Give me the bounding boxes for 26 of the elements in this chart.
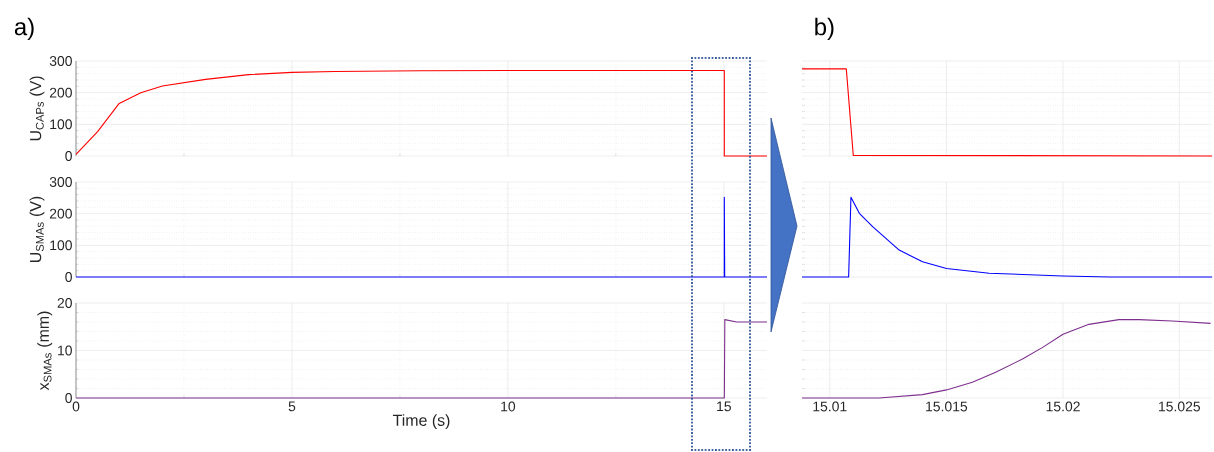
y-tick-label: 10	[58, 345, 72, 356]
y-tick-label: 100	[50, 240, 72, 251]
y-tick-label: 300	[49, 177, 72, 187]
y-tick-label: 0	[65, 272, 72, 282]
y-axis-title: x$_{SMAs}$ (mm)	[37, 311, 53, 391]
y-tick-label: 0	[65, 151, 72, 161]
y-axis-title: U$_{CAPs}$ (V)	[29, 76, 45, 141]
x-tick-label: 10	[501, 401, 516, 412]
y-tick-label: 100	[50, 119, 72, 130]
x-axis-title: Time (s)	[392, 414, 450, 430]
x-tick-label: 15.01	[813, 401, 847, 412]
x-tick-label: 0	[72, 401, 80, 412]
x-tick-label: 5	[288, 401, 296, 412]
chart-title: a)	[14, 17, 34, 41]
x-tick-label: 15.02	[1046, 401, 1080, 412]
x-tick-label: 15.025	[1159, 401, 1201, 412]
line-series	[75, 69, 768, 157]
chart-title: b)	[815, 17, 834, 41]
x-tick-label: 15	[717, 401, 731, 412]
y-tick-label: 200	[49, 208, 72, 219]
y-tick-label: 200	[49, 87, 72, 98]
y-tick-label: 0	[65, 393, 72, 403]
x-tick-label: 15.015	[926, 401, 968, 412]
y-tick-label: 20	[57, 298, 72, 308]
y-tick-label: 300	[49, 56, 72, 66]
y-axis-title: U$_{SMAs}$ (V)	[29, 196, 45, 262]
